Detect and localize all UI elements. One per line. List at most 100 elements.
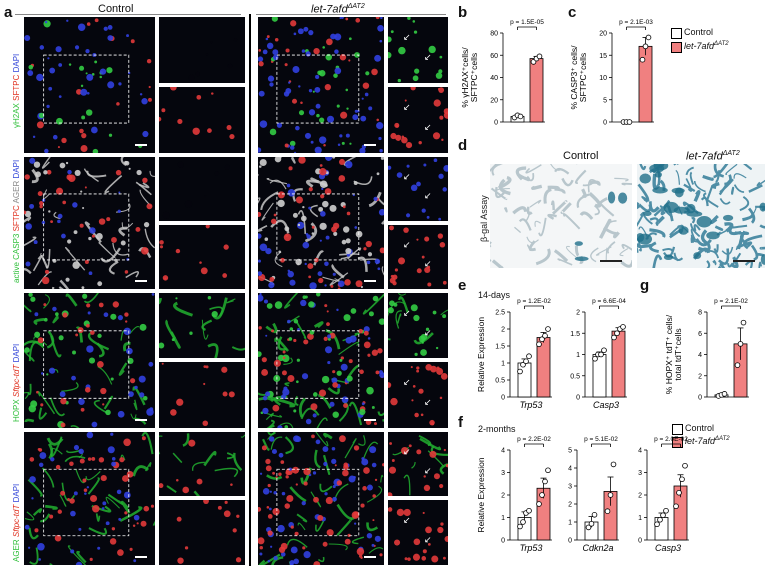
chart-g-ytick-label-2: 4 <box>698 352 702 359</box>
svg-text:↙: ↙ <box>424 397 432 407</box>
chart-e1-point-1-0 <box>536 341 542 348</box>
chart-e1: 0 0.5 1 1.5 2 2.5 p = 1.2E-02 Trp53 Relative Exp… <box>476 298 552 410</box>
chart-e2-point-1-0 <box>611 334 617 341</box>
chart-e1-ytick-label-5: 2.5 <box>495 310 505 317</box>
e-timepoint: 14-days <box>478 290 511 300</box>
chart-c-pvalue: p = 2.1E-03 <box>619 19 653 26</box>
chart-e2: 0 0.5 1 1.5 2 p = 6.6E-04 Casp3 <box>570 298 627 410</box>
chart-e2-ytick-label-2: 1 <box>576 352 580 359</box>
chart-e2-ytick-label-4: 2 <box>576 310 580 317</box>
chart-f1-pvalue: p = 2.2E-02 <box>517 436 551 443</box>
chart-e1-ytick-label-1: 0.5 <box>495 378 505 385</box>
micrograph-r3-c1-main <box>24 293 155 428</box>
chart-e2-ytick-label-3: 1.5 <box>570 331 580 338</box>
chart-e1-point-0-2 <box>523 358 529 365</box>
chart-f3-point-0-0 <box>654 521 660 528</box>
chart-e1-point-1-3 <box>545 326 551 332</box>
panel-letter-g: g <box>640 277 650 294</box>
chart-f2-point-0-2 <box>591 511 598 518</box>
chart-g: 0 2 4 6 8 p = 2.1E-02 % HOPX⁺ tdT⁺ cells/total… <box>664 298 749 402</box>
chart-e1-ytick-label-4: 2 <box>501 327 505 334</box>
panel-letter-b: b <box>458 4 468 21</box>
chart-b-ytick-label-0: 0 <box>494 120 498 127</box>
chart-f1-point-1-1 <box>539 492 545 498</box>
chart-f2-ytick-label-5: 5 <box>568 448 572 455</box>
chart-g-ytick-label-0: 0 <box>698 395 702 402</box>
col-header-mutant: let-7afdΔAT2 <box>311 3 365 16</box>
micrograph-r4-c2-zoom1: ↙ ↙ <box>388 432 448 496</box>
chart-e2-point-1-1 <box>614 330 620 337</box>
col-header-control: Control <box>98 3 134 15</box>
micrograph-r2-c2-main <box>258 157 384 289</box>
chart-f3-ytick-label-4: 4 <box>638 448 642 455</box>
svg-text:↙: ↙ <box>424 191 432 201</box>
chart-b: 0 20 40 60 80 p = 1.5E-05 % γH2AX⁺cells/SFTPC⁺… <box>460 19 545 127</box>
svg-text:↙: ↙ <box>424 259 432 269</box>
chart-f3-point-0-2 <box>660 512 666 519</box>
chart-f2-point-0-0 <box>585 524 592 531</box>
chart-e1-point-0-3 <box>526 353 532 360</box>
chart-c-point-0-2 <box>626 119 633 125</box>
legend-control-swatch <box>671 28 682 39</box>
column-divider <box>249 14 251 566</box>
chart-c: 0 5 10 15 20 p = 2.1E-03 % CASP3⁺ cells/SFTPC⁺… <box>569 19 654 127</box>
micrograph-r1-c1-main <box>24 17 155 153</box>
chart-c-ytick-label-2: 10 <box>599 75 607 82</box>
chart-f2-point-1-2 <box>610 461 617 468</box>
legend2-control-label: Control <box>685 423 715 433</box>
micrograph-r4-c2-main <box>258 432 384 565</box>
panel-letter-e: e <box>458 277 467 294</box>
micrograph-r3-c2-main <box>258 293 384 428</box>
chart-e2-bar-1 <box>611 330 626 398</box>
chart-e1-point-1-2 <box>542 332 548 339</box>
mutant-header-rule <box>256 14 446 15</box>
chart-g-ytick-label-4: 8 <box>698 310 702 317</box>
svg-text:↙: ↙ <box>403 377 411 387</box>
micrograph-r3-c1-zoom1 <box>159 293 245 358</box>
chart-g-point-1-1 <box>737 341 744 347</box>
chart-c-point-1-1 <box>642 43 649 50</box>
chart-b-ytick-label-4: 80 <box>490 31 498 38</box>
chart-f3-point-1-2 <box>679 476 685 483</box>
d-header-mutant: let-7afdΔAT2 <box>686 150 740 163</box>
svg-text:↙: ↙ <box>424 534 432 544</box>
svg-text:↙: ↙ <box>403 308 411 318</box>
chart-f1-ytick-label-1: 1 <box>501 515 505 522</box>
svg-text:↙: ↙ <box>424 122 432 132</box>
chart-f3-ytick-label-1: 1 <box>638 515 642 522</box>
chart-f1-ytick-label-4: 4 <box>501 448 505 455</box>
chart-f2: 0 1 2 3 4 5 p = 5.1E-02 Cdkn2a <box>568 436 619 553</box>
chart-f3-point-0-1 <box>657 516 663 523</box>
chart-c-ylabel-1: SFTPC⁺cells <box>578 53 588 102</box>
micrograph-r3-c2-zoom2: ↙ ↙ <box>388 362 448 428</box>
chart-g-point-1-2 <box>740 319 747 326</box>
chart-f3-xlabel: Casp3 <box>655 543 681 553</box>
chart-f3-point-1-1 <box>676 489 682 496</box>
chart-f3-ytick-label-2: 2 <box>638 493 642 500</box>
chart-f2-point-0-1 <box>588 520 595 527</box>
chart-g-ytick-label-1: 2 <box>698 373 702 380</box>
micrograph-r2-c2-zoom1: ↙ ↙ <box>388 157 448 221</box>
col-header-mutant-main: let-7afd <box>311 3 348 16</box>
chart-b-ytick-label-3: 60 <box>490 53 498 60</box>
micrograph-r4-c2-zoom2: ↙ ↙ <box>388 500 448 565</box>
chart-e1-ytick-label-2: 1 <box>501 361 505 368</box>
chart-g-ylabel-0: % HOPX⁺ tdT⁺ cells/ <box>664 314 674 394</box>
chart-b-point-0-2 <box>517 113 524 120</box>
chart-f3-ytick-label-0: 0 <box>638 538 642 545</box>
chart-e1-point-0-1 <box>520 361 526 368</box>
svg-text:↙: ↙ <box>403 32 411 42</box>
chart-f3-point-0-3 <box>663 507 669 514</box>
chart-c-ytick-label-3: 15 <box>599 53 607 60</box>
legend2-mutant-swatch <box>672 437 683 448</box>
chart-e2-xlabel: Casp3 <box>593 400 619 410</box>
chart-e1-ylabel-0: Relative Expression <box>476 317 486 392</box>
chart-f3-point-1-0 <box>673 503 679 510</box>
chart-b-ytick-label-2: 40 <box>490 75 498 82</box>
chart-e2-pvalue: p = 6.6E-04 <box>592 298 626 305</box>
chart-f3-ytick-label-3: 3 <box>638 470 642 477</box>
chart-f2-point-1-1 <box>607 492 614 498</box>
micrograph-r2-c1-main <box>24 157 155 289</box>
chart-f1-point-1-3 <box>545 467 551 474</box>
